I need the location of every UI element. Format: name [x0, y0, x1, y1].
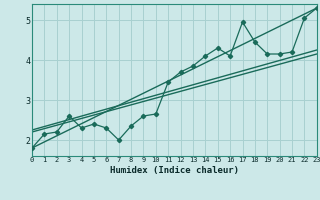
X-axis label: Humidex (Indice chaleur): Humidex (Indice chaleur) [110, 166, 239, 175]
